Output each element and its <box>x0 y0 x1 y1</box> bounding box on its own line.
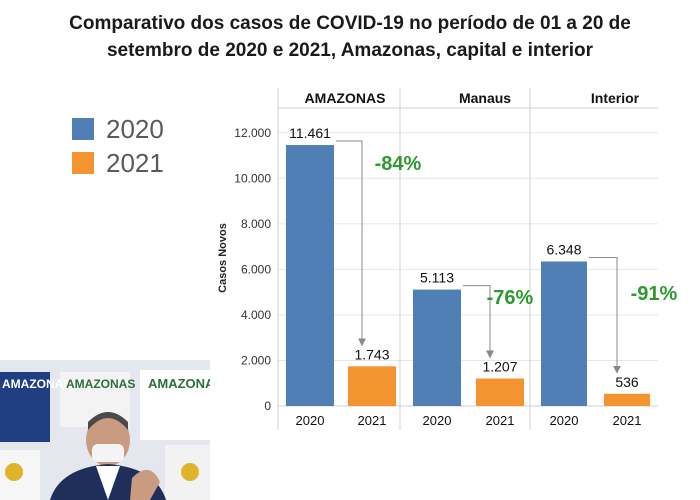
bar <box>286 145 334 406</box>
bar <box>348 366 396 406</box>
bar <box>604 393 650 406</box>
banner-text-2: AMAZONAS <box>66 377 135 391</box>
percent-change-label: -76% <box>487 287 534 309</box>
x-tick-label: 2021 <box>486 413 515 428</box>
bar-value-label: 6.348 <box>546 241 581 257</box>
bar <box>541 261 587 406</box>
bar-value-label: 1.207 <box>482 359 517 375</box>
bar <box>413 289 461 406</box>
y-tick-label: 8.000 <box>241 217 271 231</box>
change-arrow <box>589 256 621 374</box>
group-header: Interior <box>591 90 640 106</box>
legend-label-2020: 2020 <box>106 113 164 144</box>
y-tick-label: 10.000 <box>234 171 271 185</box>
bar-value-label: 1.743 <box>354 346 389 362</box>
legend-item-2020: 2020 <box>72 112 164 146</box>
y-tick-label: 0 <box>264 399 271 413</box>
chart-title: Comparativo dos casos de COVID-19 no per… <box>0 10 700 64</box>
legend-swatch-2021 <box>72 152 94 174</box>
y-tick-label: 2.000 <box>241 353 271 367</box>
presenter-video-image: AMAZONAS AMAZONAS AMAZONAS <box>0 360 210 500</box>
y-tick-label: 12.000 <box>234 126 271 140</box>
x-tick-label: 2021 <box>613 413 642 428</box>
bar-value-label: 536 <box>615 374 639 390</box>
percent-change-label: -84% <box>375 153 422 175</box>
legend: 2020 2021 <box>72 112 164 180</box>
x-tick-label: 2021 <box>358 413 387 428</box>
bar-value-label: 5.113 <box>420 270 454 286</box>
bar <box>476 378 524 406</box>
y-tick-label: 6.000 <box>241 262 271 276</box>
group-header: Manaus <box>459 90 511 106</box>
change-arrow <box>336 140 366 347</box>
legend-swatch-2020 <box>72 118 94 140</box>
y-tick-label: 4.000 <box>241 308 271 322</box>
bar-value-label: 11.461 <box>289 125 331 141</box>
x-tick-label: 2020 <box>296 413 325 428</box>
title-line-2: setembro de 2020 e 2021, Amazonas, capit… <box>106 40 594 61</box>
change-arrow <box>463 285 494 359</box>
x-tick-label: 2020 <box>423 413 452 428</box>
banner-text-3: AMAZONAS <box>148 376 210 391</box>
legend-item-2021: 2021 <box>72 146 164 180</box>
group-header: AMAZONAS <box>305 90 386 106</box>
title-line-1: Comparativo dos casos de COVID-19 no per… <box>69 13 631 34</box>
percent-change-label: -91% <box>631 283 678 305</box>
banner-text-1: AMAZONAS <box>2 377 71 391</box>
y-axis-label: Casos Novos <box>217 223 229 293</box>
legend-label-2021: 2021 <box>106 147 164 178</box>
video-inset: AMAZONAS AMAZONAS AMAZONAS <box>0 360 210 500</box>
x-tick-label: 2020 <box>550 413 579 428</box>
